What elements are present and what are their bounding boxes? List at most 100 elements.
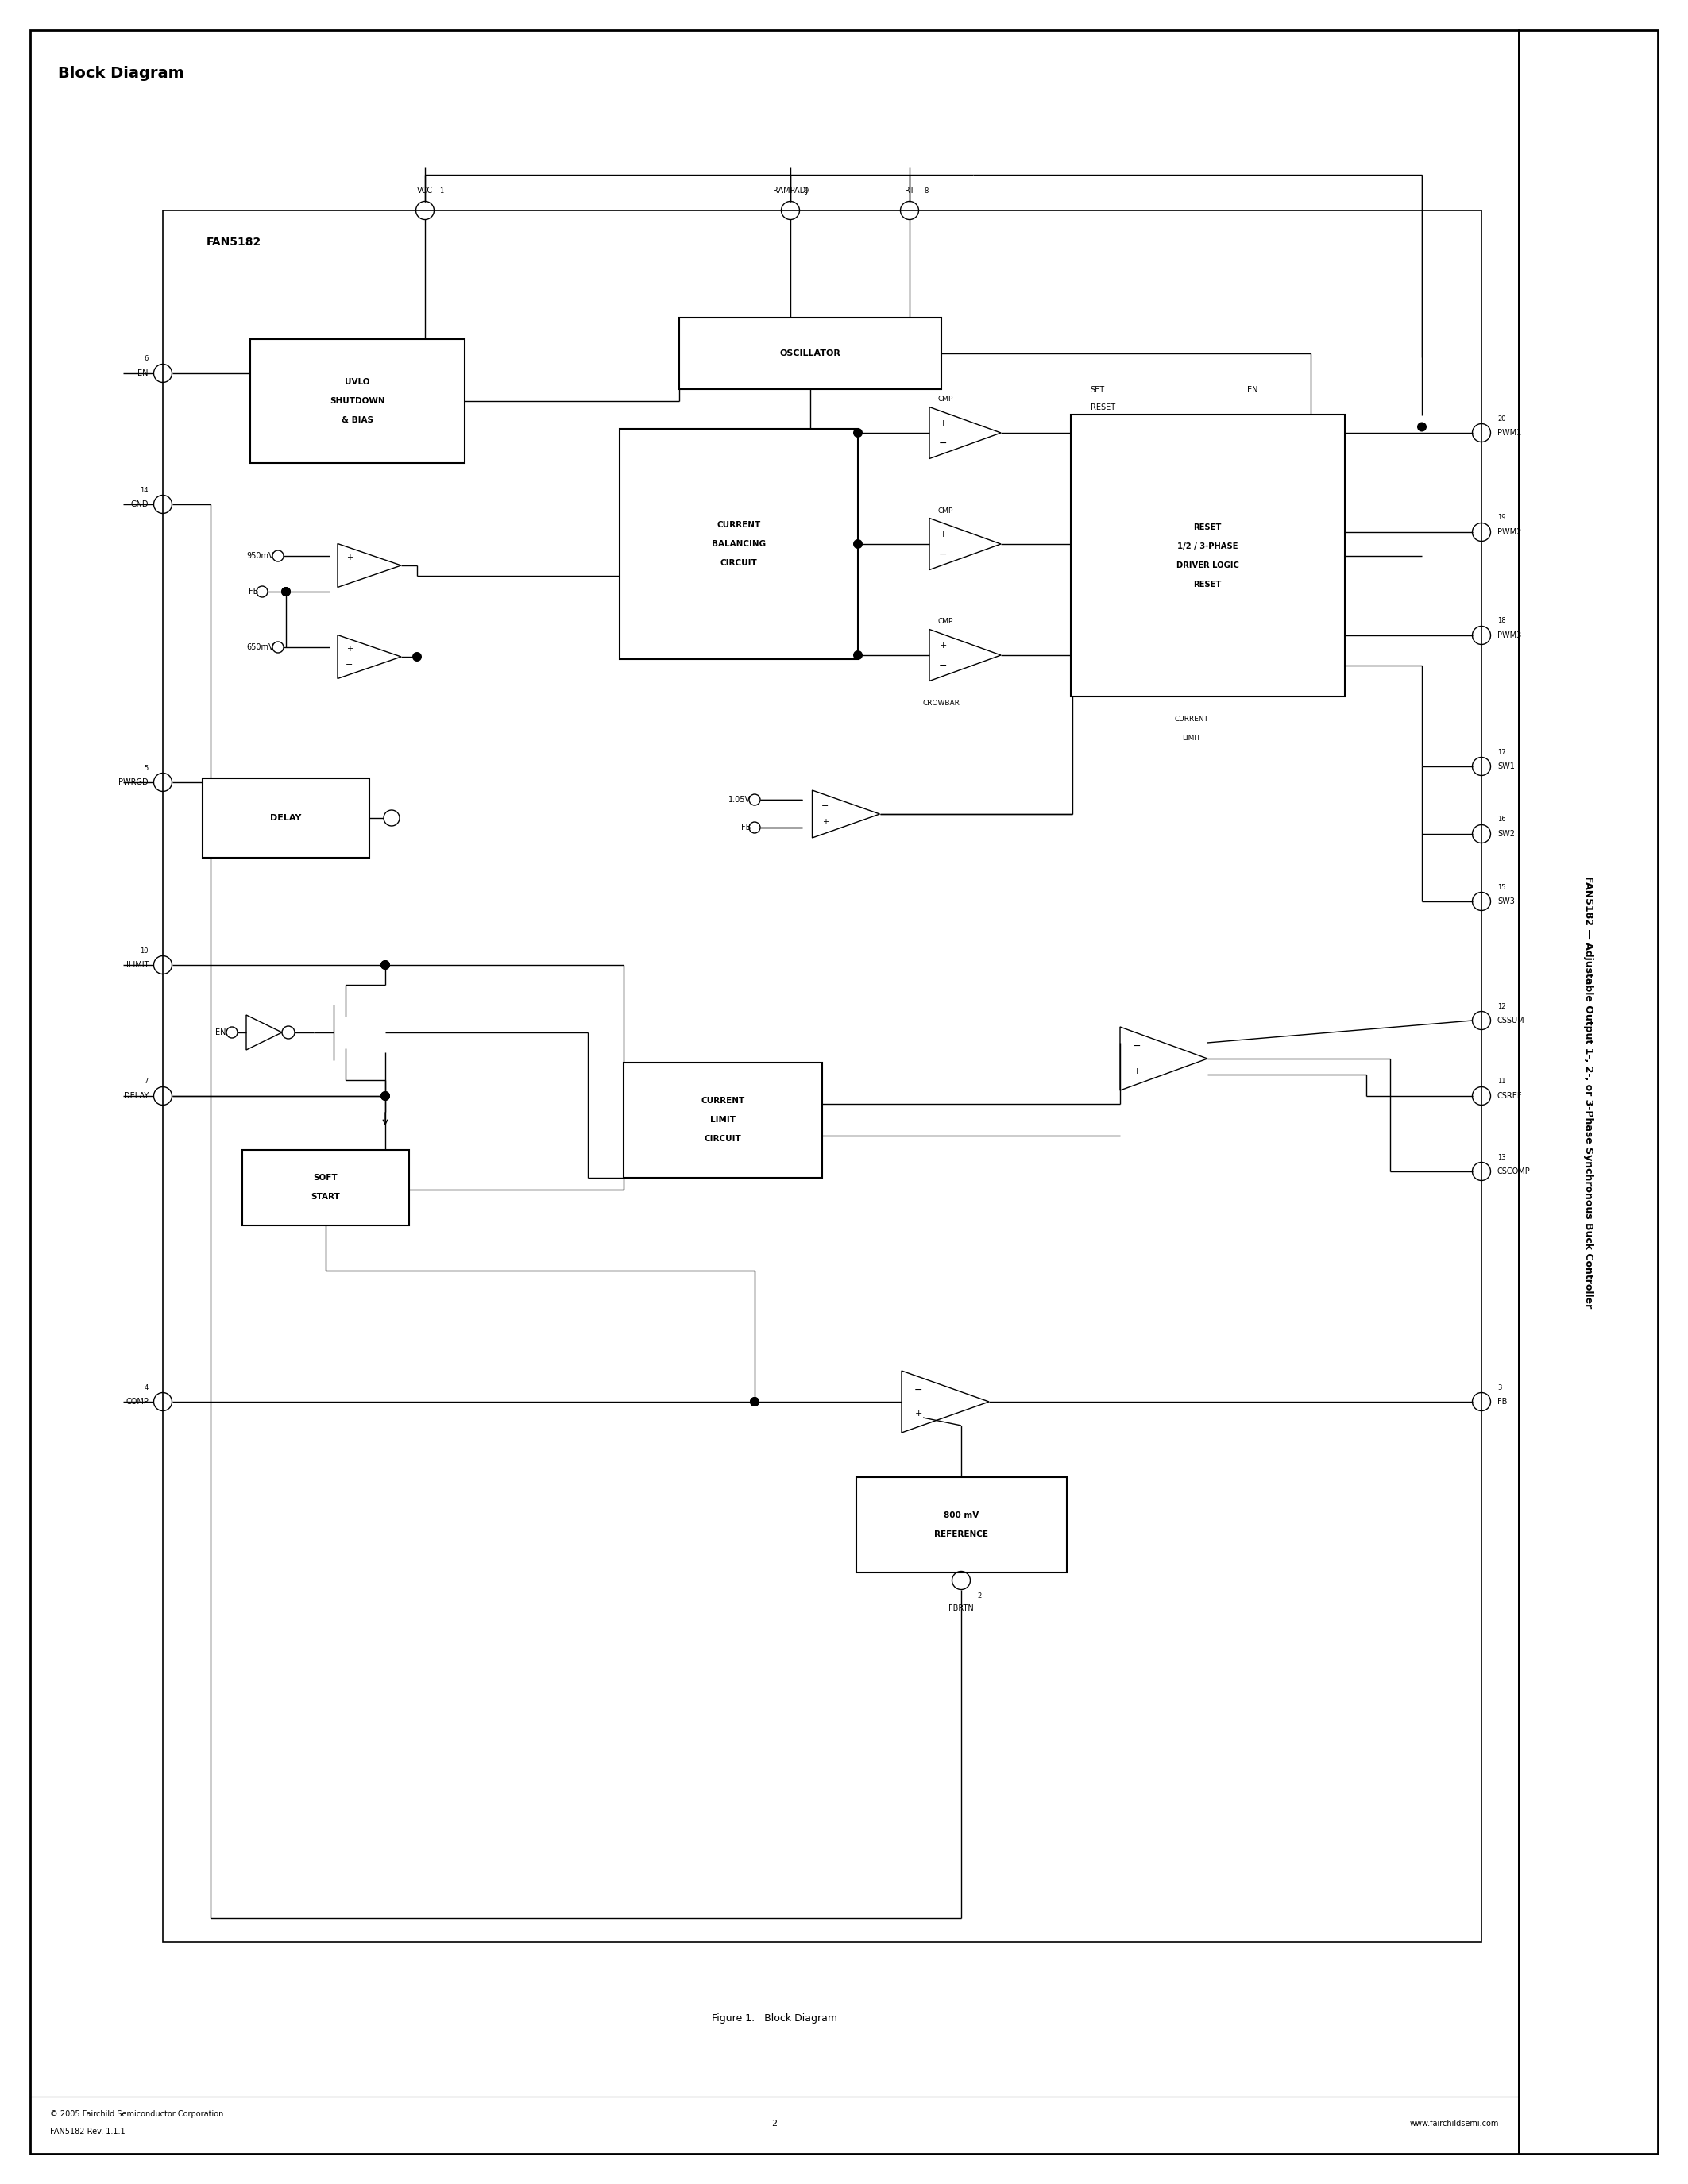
Text: 19: 19	[1497, 513, 1506, 522]
Text: BALANCING: BALANCING	[712, 539, 766, 548]
Text: CURRENT: CURRENT	[717, 522, 761, 529]
Text: 7: 7	[143, 1079, 149, 1085]
Circle shape	[380, 1092, 390, 1101]
Text: UVLO: UVLO	[344, 378, 370, 387]
Text: DELAY: DELAY	[123, 1092, 149, 1101]
Text: 8: 8	[923, 188, 928, 194]
Text: 11: 11	[1497, 1079, 1506, 1085]
Text: 17: 17	[1497, 749, 1506, 756]
Text: 13: 13	[1497, 1153, 1506, 1160]
Circle shape	[1418, 422, 1426, 432]
Circle shape	[282, 587, 290, 596]
Text: 14: 14	[140, 487, 149, 494]
Text: FAN5182 Rev. 1.1.1: FAN5182 Rev. 1.1.1	[51, 2127, 125, 2136]
Circle shape	[412, 653, 422, 662]
Text: 6: 6	[143, 356, 149, 363]
Bar	[30, 31, 1519, 2153]
Text: 4: 4	[145, 1385, 149, 1391]
Bar	[623, 1061, 822, 1177]
Text: 650mV: 650mV	[246, 644, 273, 651]
Text: CMP: CMP	[937, 395, 954, 404]
Bar	[1519, 31, 1658, 2153]
Circle shape	[749, 1398, 760, 1406]
Text: FAN5182 — Adjustable Output 1-, 2-, or 3-Phase Synchronous Buck Controller: FAN5182 — Adjustable Output 1-, 2-, or 3…	[1583, 876, 1593, 1308]
Text: 2: 2	[771, 2121, 776, 2127]
Text: CIRCUIT: CIRCUIT	[721, 559, 758, 568]
Text: CURRENT: CURRENT	[1175, 716, 1209, 723]
Text: ILIMIT: ILIMIT	[127, 961, 149, 970]
Text: CSREF: CSREF	[1497, 1092, 1523, 1101]
Bar	[250, 339, 464, 463]
Text: PWM3: PWM3	[1497, 631, 1521, 640]
Text: CURRENT: CURRENT	[701, 1096, 744, 1105]
Text: © 2005 Fairchild Semiconductor Corporation: © 2005 Fairchild Semiconductor Corporati…	[51, 2110, 223, 2118]
Text: RAMPADJ: RAMPADJ	[773, 186, 809, 194]
Text: 5: 5	[145, 764, 149, 771]
Text: LIMIT: LIMIT	[1182, 734, 1200, 743]
Text: START: START	[311, 1192, 341, 1201]
Text: EN: EN	[216, 1029, 226, 1037]
Text: 12: 12	[1497, 1002, 1506, 1009]
Circle shape	[380, 1092, 390, 1101]
Text: CROWBAR: CROWBAR	[923, 699, 960, 705]
Text: LIMIT: LIMIT	[711, 1116, 736, 1125]
Text: PWRGD: PWRGD	[118, 778, 149, 786]
Text: CMP: CMP	[937, 618, 954, 625]
Text: FAN5182: FAN5182	[206, 236, 262, 247]
Text: EN: EN	[1247, 387, 1258, 393]
Text: 1: 1	[439, 188, 444, 194]
Text: 15: 15	[1497, 885, 1506, 891]
Circle shape	[282, 587, 290, 596]
Text: PWM1: PWM1	[1497, 428, 1521, 437]
Text: FB: FB	[1497, 1398, 1507, 1406]
Text: RESET: RESET	[1193, 524, 1222, 531]
Circle shape	[380, 961, 390, 970]
Text: 950mV: 950mV	[246, 553, 273, 559]
Text: 1.05V: 1.05V	[728, 795, 751, 804]
Bar	[856, 1476, 1067, 1572]
Text: +: +	[915, 1409, 922, 1417]
Bar	[162, 210, 1482, 1942]
Circle shape	[852, 428, 863, 437]
Text: CIRCUIT: CIRCUIT	[704, 1136, 741, 1142]
Text: +: +	[939, 419, 947, 428]
Text: −: −	[346, 662, 353, 668]
Text: 1/2 / 3-PHASE: 1/2 / 3-PHASE	[1177, 542, 1237, 550]
Circle shape	[852, 539, 863, 548]
Text: 18: 18	[1497, 618, 1506, 625]
Text: www.fairchildsemi.com: www.fairchildsemi.com	[1409, 2121, 1499, 2127]
Text: SOFT: SOFT	[314, 1173, 338, 1182]
Text: −: −	[822, 802, 829, 810]
Text: Block Diagram: Block Diagram	[57, 66, 184, 81]
Text: −: −	[939, 548, 947, 559]
Text: FBRTN: FBRTN	[949, 1605, 974, 1612]
Text: VCC: VCC	[417, 186, 432, 194]
Bar	[1070, 415, 1344, 697]
Circle shape	[380, 961, 390, 970]
Text: +: +	[939, 531, 947, 539]
Text: SW1: SW1	[1497, 762, 1514, 771]
Text: 16: 16	[1497, 817, 1506, 823]
Text: SET: SET	[1090, 387, 1104, 393]
Text: 3: 3	[1497, 1385, 1502, 1391]
Text: FB: FB	[248, 587, 258, 596]
Text: 9: 9	[805, 188, 809, 194]
Bar	[679, 317, 942, 389]
Text: GND: GND	[130, 500, 149, 509]
Text: +: +	[939, 642, 947, 649]
Text: REFERENCE: REFERENCE	[933, 1531, 987, 1538]
Text: OSCILLATOR: OSCILLATOR	[780, 349, 841, 358]
Text: EN: EN	[138, 369, 149, 378]
Text: & BIAS: & BIAS	[341, 417, 373, 424]
Text: CSCOMP: CSCOMP	[1497, 1168, 1531, 1175]
Circle shape	[852, 651, 863, 660]
Circle shape	[749, 1398, 760, 1406]
Text: −: −	[939, 660, 947, 670]
Text: −: −	[915, 1385, 922, 1396]
Text: CSSUM: CSSUM	[1497, 1016, 1524, 1024]
Bar	[619, 428, 858, 660]
Text: Figure 1.   Block Diagram: Figure 1. Block Diagram	[712, 2014, 837, 2025]
Text: +: +	[1133, 1068, 1141, 1075]
Text: RT: RT	[905, 186, 915, 194]
Text: −: −	[939, 439, 947, 448]
